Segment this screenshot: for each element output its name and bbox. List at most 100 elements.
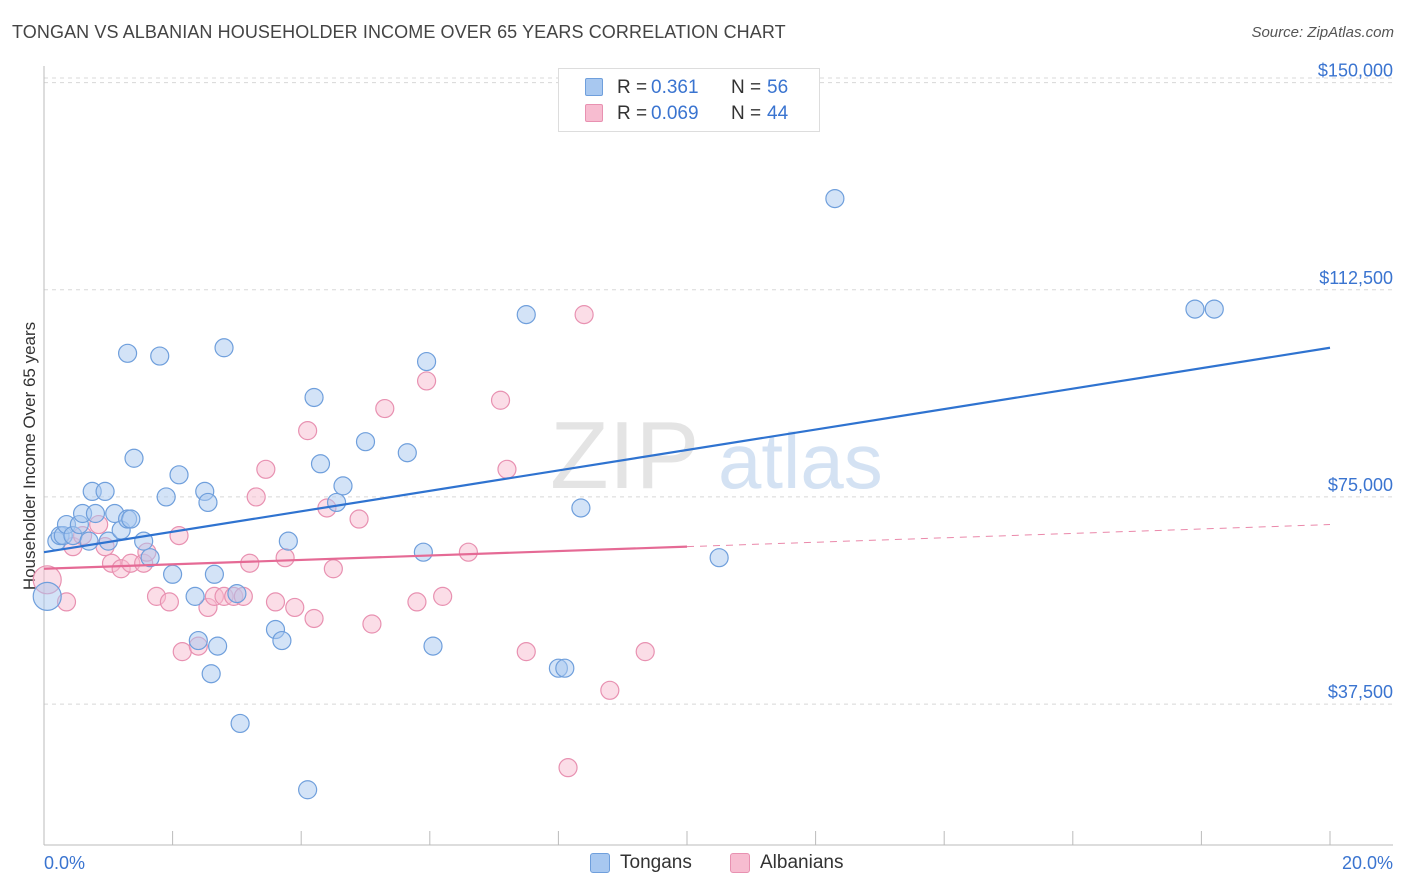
legend-n-label: N = [731,103,762,124]
albanians-point [246,487,266,507]
tongans-point [230,713,250,734]
albanians-point [574,305,594,325]
legend-n-label: N = [731,77,762,98]
series-swatch-albanians [730,853,750,873]
albanians-point [172,642,192,662]
albanians-point [407,592,427,612]
watermark: ZIP atlas [550,402,883,509]
tongans-point [555,658,575,678]
legend-r-label: R = [617,103,648,124]
albanians-point [362,614,382,634]
tongans-point [156,487,176,507]
legend-r-value-tongans: 0.361 [651,77,699,98]
watermark-atlas: atlas [718,417,883,505]
tongans-point [214,338,234,358]
legend-r-label: R = [617,77,648,98]
albanians-point [323,559,343,579]
tongans-point [1204,299,1224,319]
y-tick-labels: $37,500 $75,000 $112,500 $150,000 [1318,61,1393,703]
tongans-point [150,346,170,366]
tongans-point [79,531,99,551]
x-tick-label-max: 20.0% [1342,853,1393,873]
tongans-point [188,630,208,651]
tongans-point [825,188,845,209]
tongans-point [95,481,115,502]
tongans-point [571,498,591,518]
gridlines [44,77,1393,705]
tongans-point [169,465,189,485]
legend-n-value-tongans: 56 [767,77,789,98]
albanians-point [304,608,324,629]
tongans-point [326,492,347,513]
x-tick-label-min: 0.0% [44,853,85,873]
legend-swatch-albanians [585,104,603,122]
tongans-point [333,476,353,496]
legend-swatch-tongans [585,78,603,96]
tongans-point [85,503,106,524]
tongans-point [140,548,160,568]
albanians-points [32,305,655,778]
legend-n-value-albanians: 44 [767,103,789,124]
tongans-point [304,387,324,408]
tongans-point [201,664,221,684]
tongans-point [163,564,183,584]
y-tick-label: $37,500 [1328,682,1393,702]
albanians-point [497,459,517,479]
albanians-point [240,553,260,573]
tongans-point [397,443,417,463]
tongans-point [208,636,228,656]
correlation-legend: R = 0.361 N = 56 R = 0.069 N = 44 [558,68,820,132]
albanians-trendline [686,524,1331,548]
albanians-point [285,597,305,618]
chart-title: TONGAN VS ALBANIAN HOUSEHOLDER INCOME OV… [12,22,786,42]
axes [43,66,1393,846]
albanians-point [433,586,453,606]
albanians-point [265,592,286,612]
tongans-point [298,780,318,800]
tongans-point [124,448,144,468]
albanians-trendline [43,545,688,570]
y-tick-label: $75,000 [1328,475,1393,495]
tongans-trendline [43,346,1331,554]
tongans-point [227,584,247,604]
albanians-point [256,459,276,479]
tongans-point [185,586,205,606]
tongans-point [1185,299,1205,319]
albanians-point [159,592,179,612]
tongans-point [516,305,536,325]
tongans-point [198,492,218,513]
tongans-point [117,343,138,363]
trendlines [43,346,1331,570]
tongans-point [413,542,433,562]
y-tick-label: $112,500 [1319,268,1393,288]
albanians-point [298,421,318,441]
albanians-point [375,398,395,419]
albanians-point [458,542,478,562]
albanians-point [275,548,295,568]
series-label-albanians: Albanians [760,852,844,873]
tongans-point [272,630,292,651]
albanians-point [349,509,369,529]
albanians-point [490,390,511,410]
tongans-point [32,581,62,611]
albanians-point [416,371,437,391]
albanians-point [516,642,536,662]
series-label-tongans: Tongans [620,852,692,873]
y-tick-label: $150,000 [1318,61,1393,81]
albanians-point [558,758,578,778]
tongans-point [310,454,331,474]
legend-r-value-albanians: 0.069 [651,103,699,124]
watermark-zip: ZIP [550,402,699,509]
tongans-point [355,432,376,452]
tongans-point [278,531,298,551]
series-swatch-tongans [590,853,610,873]
tongans-point [204,564,224,584]
source-label: Source: ZipAtlas.com [1251,24,1394,41]
tongans-point [121,509,141,529]
tongans-points [32,188,1224,800]
albanians-point [600,680,620,700]
tongans-point [423,636,443,656]
albanians-point [635,642,655,662]
tongans-point [709,548,729,568]
